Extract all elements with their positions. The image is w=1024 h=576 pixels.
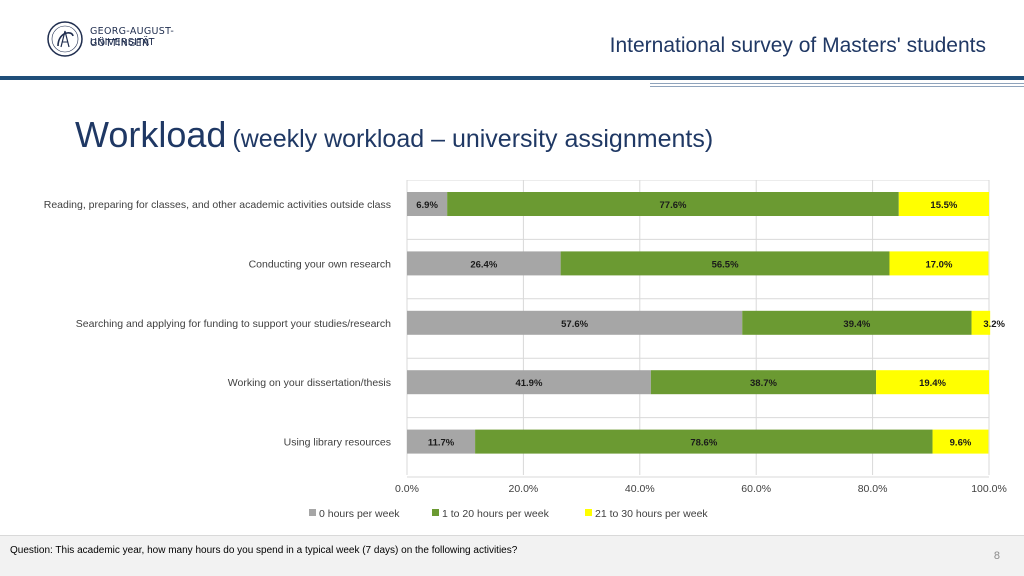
- data-label: 19.4%: [919, 378, 946, 389]
- bar-segment: [932, 429, 989, 454]
- category-label: Using library resources: [284, 437, 391, 449]
- data-label: 77.6%: [660, 200, 687, 211]
- legend-swatch: [309, 509, 316, 516]
- bar-segment: [475, 429, 933, 454]
- bar-segment: [407, 429, 476, 454]
- bar-segment: [447, 192, 899, 216]
- bar-segment: [650, 370, 877, 395]
- bar-segment: [407, 370, 651, 395]
- x-tick-label: 80.0%: [858, 483, 888, 495]
- legend-label: 1 to 20 hours per week: [442, 508, 550, 520]
- bar-segment: [407, 310, 743, 335]
- bar-segment: [560, 251, 890, 276]
- data-label: 56.5%: [712, 259, 739, 270]
- workload-chart: 0.0% 20.0% 40.0% 60.0% 80.0% 100.0% Reading, p…: [44, 180, 1007, 520]
- university-logo: GEORG-AUGUST-UNIVERSITÄT GÖTTINGEN: [46, 20, 226, 60]
- slide-title-main: Workload: [75, 114, 227, 155]
- category-label: Conducting your own research: [249, 258, 392, 270]
- x-tick-label: 20.0%: [509, 483, 539, 495]
- data-label: 41.9%: [515, 378, 542, 389]
- category-label: Reading, preparing for classes, and othe…: [44, 199, 391, 211]
- university-name-line1: GEORG-AUGUST-UNIVERSITÄT: [90, 26, 175, 48]
- category-label: Working on your dissertation/thesis: [228, 377, 391, 389]
- bar-segment: [407, 192, 448, 216]
- slide-title: Workload (weekly workload – university as…: [75, 114, 713, 156]
- survey-title: International survey of Masters' student…: [609, 34, 986, 57]
- legend-swatch: [432, 509, 439, 516]
- header-subrule-top: [650, 83, 1024, 84]
- data-label: 17.0%: [925, 259, 952, 270]
- data-label: 6.9%: [416, 200, 438, 211]
- data-label: 38.7%: [750, 378, 777, 389]
- data-label: 11.7%: [428, 438, 455, 449]
- data-label: 15.5%: [930, 200, 957, 211]
- bar-segment: [407, 251, 561, 276]
- legend-swatch: [585, 509, 592, 516]
- bar-segment: [898, 192, 989, 216]
- x-tick-label: 60.0%: [741, 483, 771, 495]
- x-tick-label: 40.0%: [625, 483, 655, 495]
- x-tick-label: 0.0%: [395, 483, 419, 495]
- page-number: 8: [993, 550, 1000, 562]
- data-label: 26.4%: [470, 259, 497, 270]
- header-subrule-bottom: [650, 86, 1024, 87]
- slide-title-sub: (weekly workload – university assignment…: [232, 125, 714, 153]
- legend-label: 0 hours per week: [319, 508, 400, 520]
- data-label: 57.6%: [561, 319, 588, 330]
- header-rule: [0, 76, 1024, 80]
- x-tick-label: 100.0%: [971, 483, 1007, 495]
- bar-segment: [742, 310, 972, 335]
- legend-label: 21 to 30 hours per week: [595, 508, 708, 520]
- university-name-line2: GÖTTINGEN: [90, 38, 150, 49]
- footer-band: [0, 535, 1024, 576]
- data-label: 3.2%: [983, 319, 1005, 330]
- data-label: 9.6%: [950, 438, 972, 449]
- question-note: Question: This academic year, how many h…: [10, 545, 518, 556]
- bar-segment: [876, 370, 989, 395]
- category-label: Searching and applying for funding to su…: [76, 318, 391, 330]
- bar-segment: [971, 310, 991, 335]
- data-label: 39.4%: [843, 319, 870, 330]
- data-label: 78.6%: [690, 438, 717, 449]
- university-seal-icon: [47, 21, 83, 57]
- bar-segment: [889, 251, 989, 276]
